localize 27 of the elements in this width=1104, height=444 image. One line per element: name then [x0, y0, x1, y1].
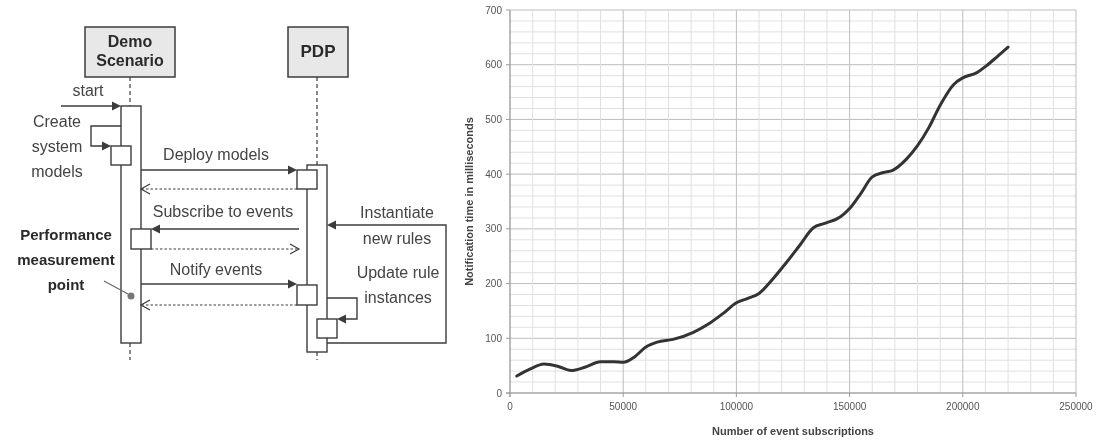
x-axis-title: Number of event subscriptions — [712, 425, 874, 437]
text: Deploy models — [163, 146, 269, 163]
y-axis-title: Notification time in milliseconds — [463, 117, 475, 286]
x-tick-label: 50000 — [609, 401, 638, 412]
text: Performance measurement point — [17, 226, 115, 293]
y-tick-label: 0 — [496, 387, 503, 399]
text: Create system models — [31, 113, 83, 180]
text: start — [72, 82, 105, 99]
y-tick-label: 200 — [485, 278, 503, 290]
y-tick-label: 100 — [485, 332, 503, 344]
x-tick-label: 200000 — [946, 401, 980, 412]
text: Instantiate new rules — [360, 204, 435, 247]
text: Demo Scenario — [96, 33, 165, 69]
x-tick-label: 100000 — [719, 401, 754, 412]
line-series — [515, 45, 1010, 378]
y-tick-label: 700 — [485, 4, 503, 16]
y-tick-label: 500 — [485, 113, 503, 125]
text: PDP — [300, 42, 336, 61]
y-tick-label: 300 — [485, 223, 503, 235]
text: Update rule instances — [356, 264, 440, 306]
text: Notify events — [169, 261, 263, 278]
x-tick-label: 250000 — [1059, 401, 1094, 412]
x-tick-label: 0 — [507, 401, 514, 412]
text: Subscribe to events — [152, 203, 294, 220]
y-tick-label: 400 — [485, 168, 503, 180]
x-tick-label: 150000 — [832, 401, 867, 412]
y-tick-label: 600 — [485, 59, 503, 71]
